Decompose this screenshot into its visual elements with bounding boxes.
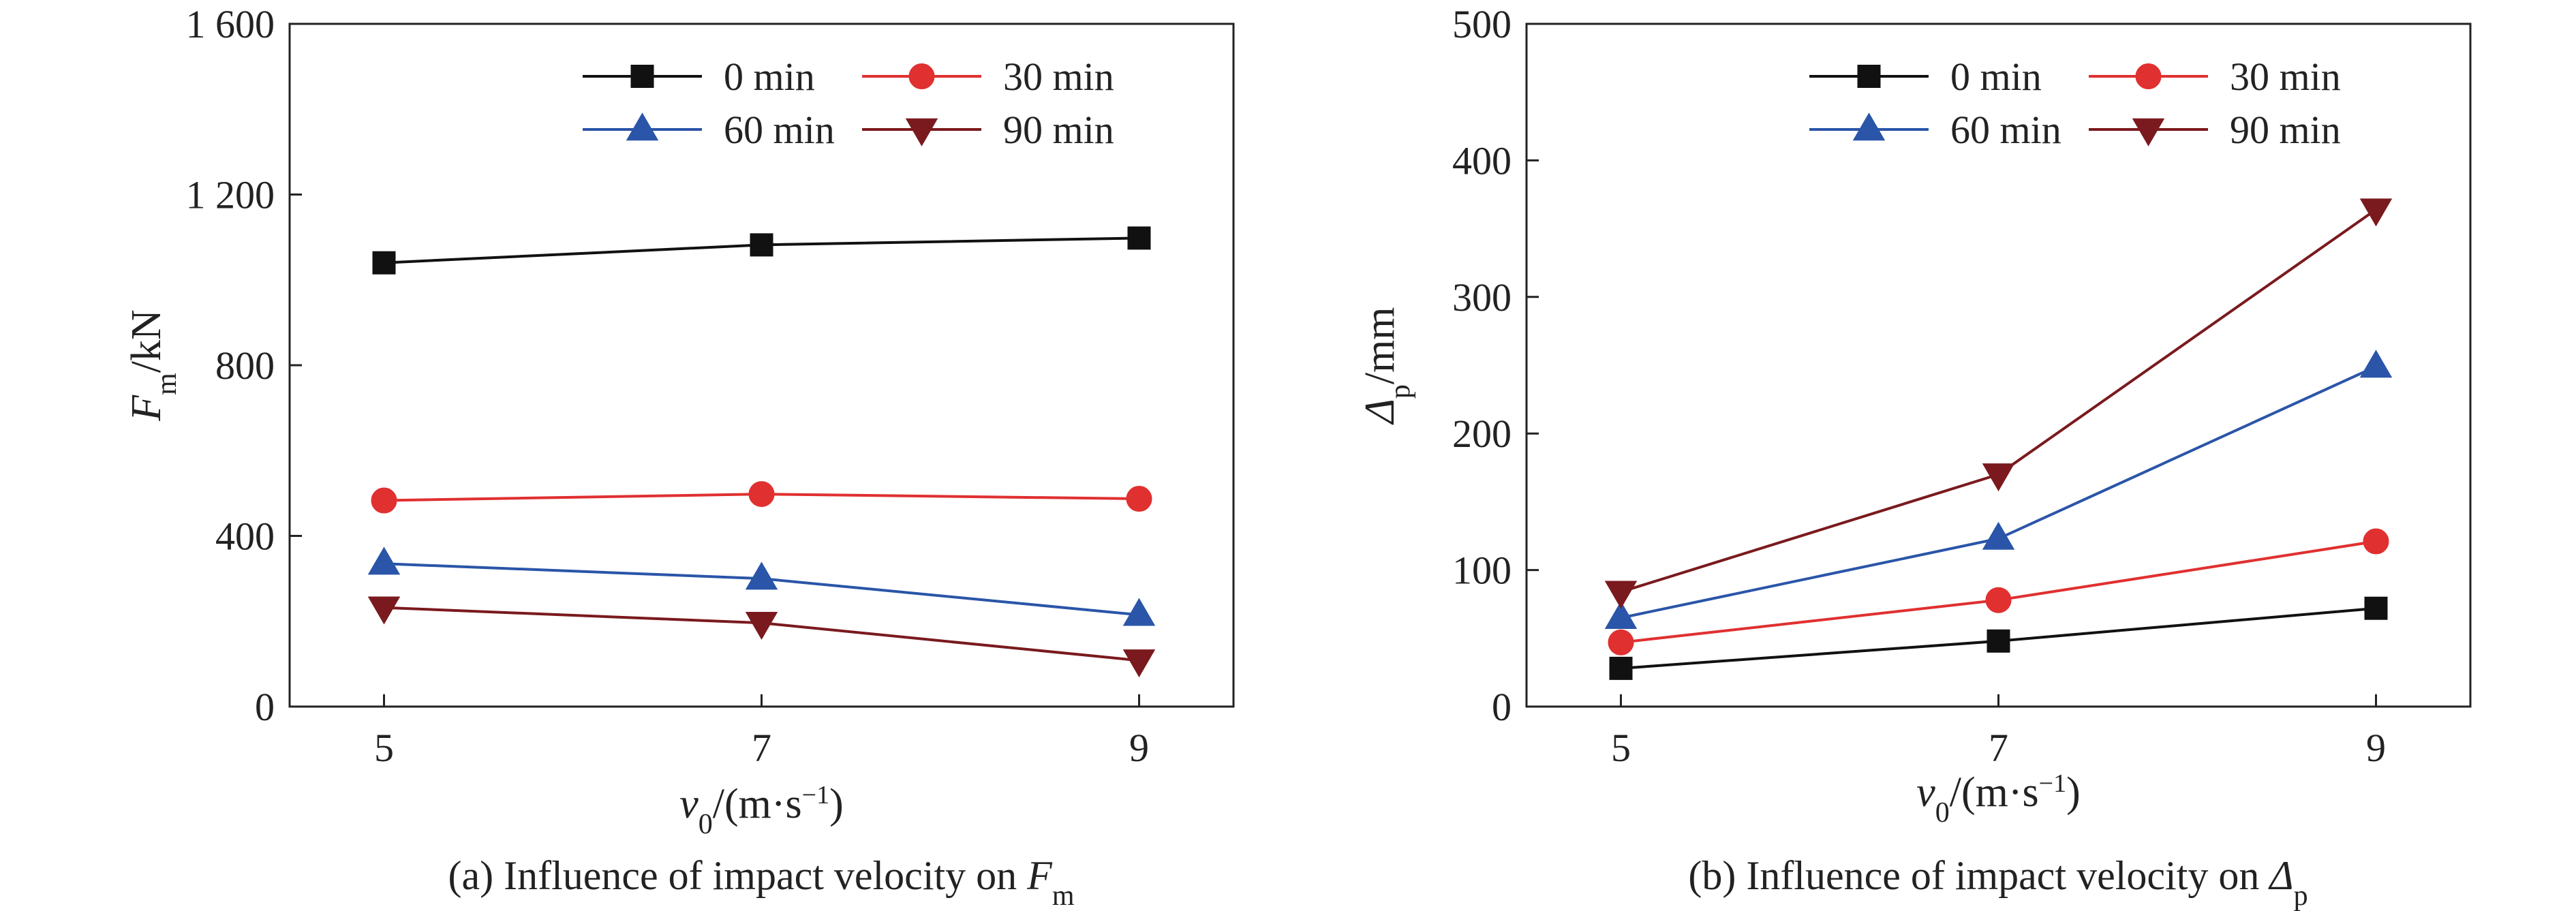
series-60-min [1604, 350, 2393, 629]
y-tick-label: 0 [255, 685, 275, 729]
data-point [745, 612, 778, 640]
data-point [1982, 463, 2015, 492]
legend-item: 0 min [583, 55, 815, 99]
y-tick-label: 1 600 [186, 2, 275, 46]
data-point [1604, 581, 1638, 609]
data-point [1987, 629, 2010, 653]
x-tick-label: 5 [1611, 726, 1631, 770]
legend-item: 60 min [583, 108, 835, 152]
data-point [1982, 521, 2015, 550]
series-90-min [1604, 198, 2393, 609]
series-0-min [372, 226, 1151, 275]
legend-label: 60 min [724, 108, 835, 152]
data-point [367, 546, 401, 575]
data-point [1122, 598, 1156, 626]
series-line [1621, 365, 2377, 619]
data-point [2359, 350, 2393, 378]
series-30-min [371, 481, 1152, 514]
y-tick-label: 0 [1492, 685, 1512, 729]
panel-caption: (a) Influence of impact velocity on Fm [448, 853, 1075, 911]
x-tick-label: 7 [1989, 726, 2008, 770]
legend-marker [1857, 65, 1881, 88]
data-point [371, 487, 397, 514]
legend-label: 30 min [2230, 55, 2341, 99]
data-point [2363, 528, 2389, 555]
legend: 0 min 30 min 60 min 90 min [1809, 55, 2341, 152]
x-tick-label: 9 [2366, 726, 2386, 770]
legend-item: 0 min [1809, 55, 2042, 99]
data-point [1609, 656, 1633, 680]
legend-label: 30 min [1003, 55, 1114, 99]
legend-item: 90 min [2089, 108, 2341, 152]
chart-panel-a: 0 400 800 1 200 1 600 5 7 9 v0/(m·s−1) Fm/kN 0 min… [123, 2, 1235, 911]
series-60-min [367, 546, 1156, 626]
legend-marker [2135, 63, 2162, 89]
legend-label: 90 min [2230, 108, 2341, 152]
data-point [1127, 226, 1151, 250]
data-point [750, 233, 773, 257]
y-tick-label: 200 [1452, 412, 1512, 456]
y-axis-title: Δp/mm [1357, 307, 1416, 425]
y-tick-label: 300 [1452, 275, 1512, 320]
data-point [1122, 649, 1156, 678]
y-tick-label: 100 [1452, 549, 1512, 593]
x-tick-label: 7 [752, 726, 771, 770]
x-axis-title: v0/(m·s−1) [679, 781, 844, 840]
data-point [745, 561, 778, 590]
legend-label: 60 min [1950, 108, 2061, 152]
legend-label: 0 min [1950, 55, 2042, 99]
x-tick-label: 5 [374, 726, 394, 770]
x-axis-title: v0/(m·s−1) [1916, 769, 2081, 829]
legend-marker [630, 65, 654, 88]
chart-panel-b: 0 100 200 300 400 500 5 7 9 v0/(m·s−1) Δp/mm 0 min 3… [1357, 2, 2472, 911]
series-0-min [1609, 596, 2388, 680]
series-30-min [1608, 528, 2389, 655]
data-point [372, 251, 396, 275]
legend-marker [908, 63, 935, 89]
y-tick-label: 800 [215, 343, 275, 388]
data-point [1126, 486, 1152, 512]
legend-marker [905, 118, 938, 146]
legend-marker [1852, 112, 1886, 141]
data-point [1604, 600, 1638, 629]
y-tick-label: 400 [215, 514, 275, 559]
x-tick-label: 9 [1129, 726, 1149, 770]
legend-label: 90 min [1003, 108, 1114, 152]
legend-marker [626, 112, 659, 141]
data-point [2359, 198, 2393, 227]
y-tick-label: 400 [1452, 138, 1512, 183]
data-point [748, 481, 775, 508]
panel-caption: (b) Influence of impact velocity on Δp [1688, 853, 2307, 911]
series-90-min [367, 596, 1156, 678]
legend-marker [2132, 118, 2165, 146]
legend: 0 min 30 min 60 min 90 min [583, 55, 1114, 152]
data-point [1608, 629, 1634, 655]
y-tick-label: 500 [1452, 2, 1512, 46]
data-point [1985, 587, 2012, 613]
y-tick-label: 1 200 [186, 173, 275, 217]
y-axis-title: Fm/kN [123, 309, 183, 422]
data-point [367, 596, 401, 625]
legend-item: 30 min [2089, 55, 2341, 99]
legend-item: 90 min [862, 108, 1114, 152]
legend-item: 60 min [1809, 108, 2061, 152]
legend-item: 30 min [862, 55, 1114, 99]
legend-label: 0 min [724, 55, 815, 99]
data-point [2364, 596, 2388, 620]
